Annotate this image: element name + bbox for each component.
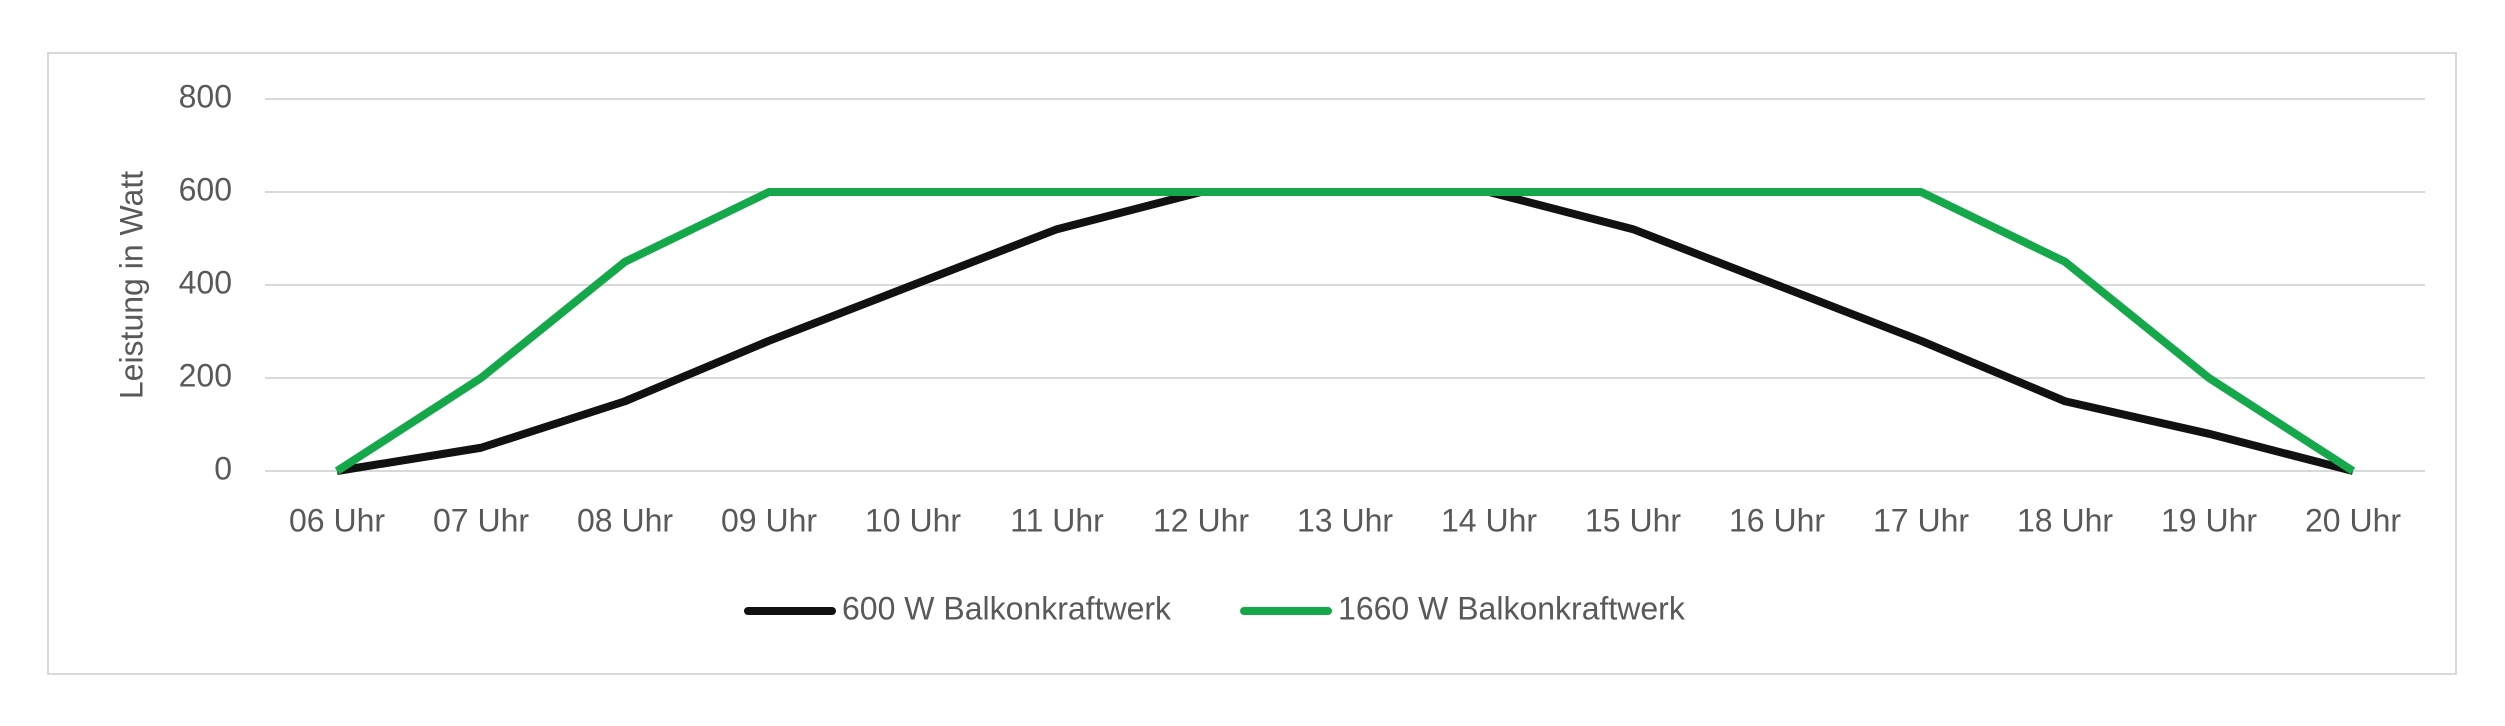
x-tick-label: 16 Uhr: [1729, 502, 1825, 538]
y-tick-label: 200: [179, 357, 232, 393]
x-tick-label: 09 Uhr: [721, 502, 817, 538]
x-tick-label: 19 Uhr: [2161, 502, 2257, 538]
y-axis-label: Leistung in Watt: [113, 171, 149, 399]
x-tick-label: 14 Uhr: [1441, 502, 1537, 538]
x-tick-label: 18 Uhr: [2017, 502, 2113, 538]
x-tick-label: 08 Uhr: [577, 502, 673, 538]
y-tick-label: 600: [179, 171, 232, 207]
x-tick-label: 10 Uhr: [865, 502, 961, 538]
x-tick-label: 17 Uhr: [1873, 502, 1969, 538]
x-tick-label: 13 Uhr: [1297, 502, 1393, 538]
data-line: [334, 188, 2356, 475]
x-tick-label: 07 Uhr: [433, 502, 529, 538]
x-tick-label: 12 Uhr: [1153, 502, 1249, 538]
x-tick-label: 20 Uhr: [2305, 502, 2401, 538]
y-tick-label: 800: [179, 78, 232, 114]
x-tick-label: 15 Uhr: [1585, 502, 1681, 538]
x-tick-label: 06 Uhr: [289, 502, 385, 538]
x-tick-label: 11 Uhr: [1010, 502, 1104, 538]
legend-label: 600 W Balkonkraftwerk: [842, 590, 1172, 626]
y-tick-label: 400: [179, 264, 232, 300]
chart-frame: [47, 52, 2457, 675]
y-tick-label: 0: [214, 450, 232, 486]
legend-label: 1660 W Balkonkraftwerk: [1338, 590, 1686, 626]
